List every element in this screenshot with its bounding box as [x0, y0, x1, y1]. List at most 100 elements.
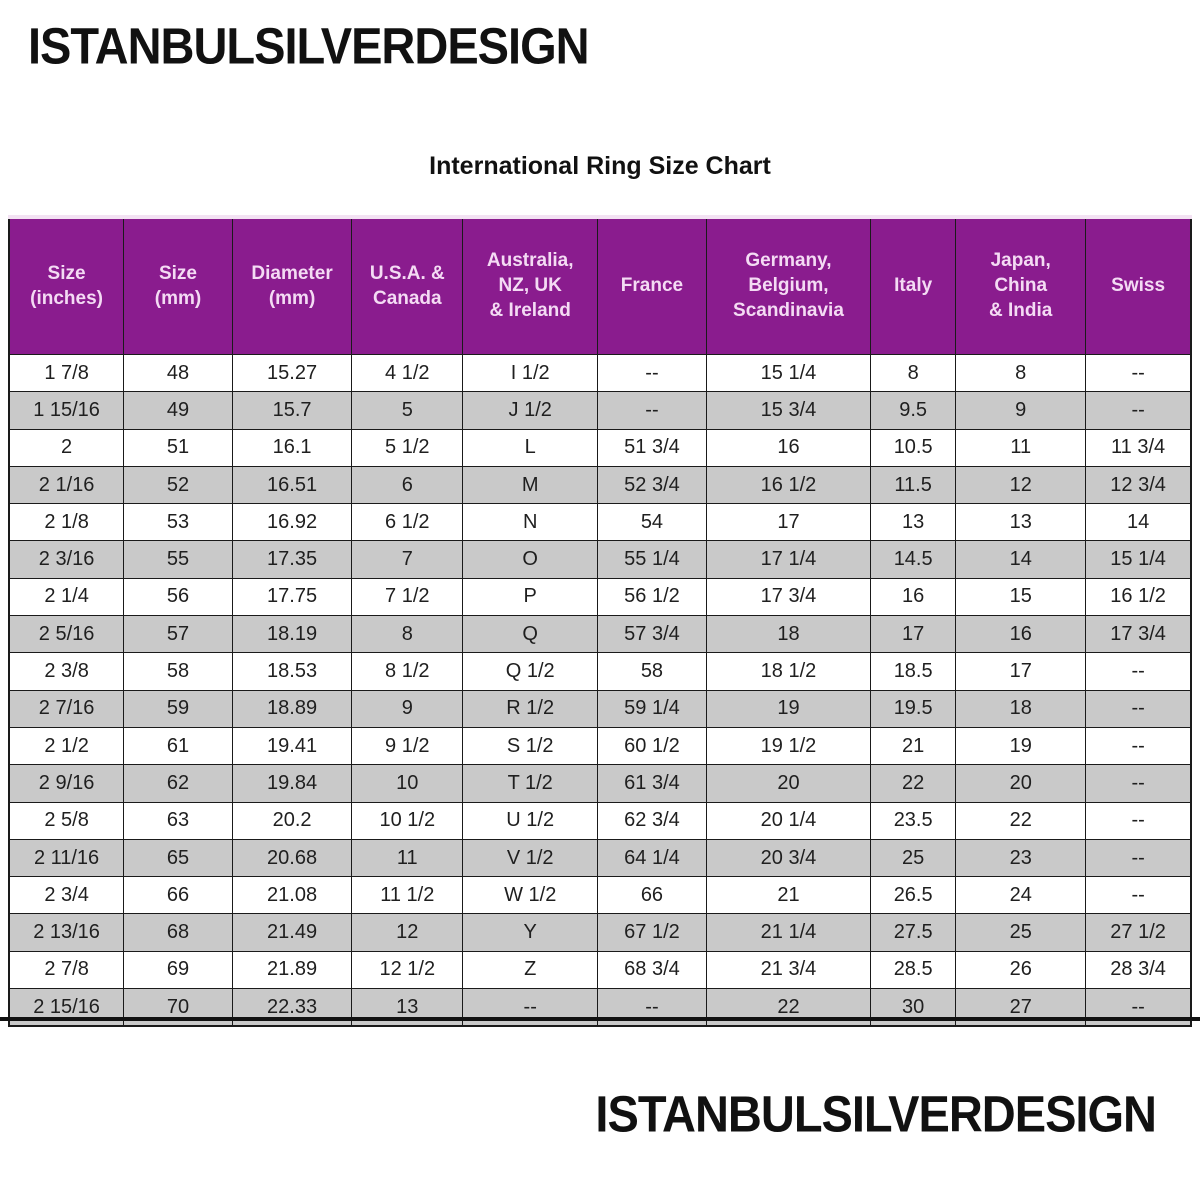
table-cell: 1 15/16: [8, 391, 125, 430]
table-cell: 55: [123, 540, 233, 579]
table-cell: 18.89: [231, 689, 353, 728]
table-row: 2 3/8 58 18.53 8 1/2 Q 1/2 58 18 1/2 18.5 17 --: [8, 652, 1192, 691]
table-cell: 21.49: [231, 913, 353, 952]
table-cell: 17.35: [231, 540, 353, 579]
table-cell: 14: [1085, 503, 1192, 542]
table-cell: 52 3/4: [597, 465, 707, 505]
table-cell: --: [597, 391, 707, 430]
table-header-row: Size (inches) Size (mm) Diameter (mm) U.S.A…: [8, 216, 1192, 355]
table-cell: 11: [955, 428, 1087, 467]
table-body: 1 7/8 48 15.27 4 1/2 I 1/2 -- 15 1/4 8 8 -- 1 15/1…: [8, 353, 1192, 1027]
table-cell: 8: [870, 353, 957, 393]
table-cell: V 1/2: [462, 838, 599, 878]
table-cell: 65: [123, 838, 233, 878]
table-row: 1 15/16 49 15.7 5 J 1/2 -- 15 3/4 9.5 9 --: [8, 391, 1192, 430]
table-cell: 16 1/2: [705, 465, 872, 505]
column-header: Size (inches): [8, 216, 125, 355]
table-cell: 62: [123, 764, 233, 803]
table-cell: 49: [123, 391, 233, 430]
table-cell: 11 3/4: [1085, 428, 1192, 467]
table-row: 2 13/16 68 21.49 12 Y 67 1/2 21 1/4 27.5 25 27 1/…: [8, 913, 1192, 952]
table-cell: 66: [597, 876, 707, 915]
table-cell: 26.5: [870, 876, 957, 915]
table-cell: 57 3/4: [597, 615, 707, 654]
table-cell: --: [1085, 391, 1192, 430]
table-cell: I 1/2: [462, 353, 599, 393]
table-cell: 17 1/4: [705, 540, 872, 579]
table-cell: 15 1/4: [1085, 540, 1192, 579]
table-cell: 55 1/4: [597, 540, 707, 579]
chart-title: International Ring Size Chart: [429, 152, 771, 180]
table-cell: 6: [351, 465, 464, 505]
table-cell: 21: [870, 726, 957, 766]
table-cell: 23.5: [870, 801, 957, 840]
table-cell: 19.41: [231, 726, 353, 766]
table-header: Size (inches) Size (mm) Diameter (mm) U.S.A…: [8, 216, 1192, 355]
table-cell: 19: [955, 726, 1087, 766]
table-row: 2 5/16 57 18.19 8 Q 57 3/4 18 17 16 17 3/4: [8, 615, 1192, 654]
table-cell: 5: [351, 391, 464, 430]
table-cell: 61 3/4: [597, 764, 707, 803]
table-cell: 16: [870, 577, 957, 617]
table-cell: 64 1/4: [597, 838, 707, 878]
table-cell: 15.7: [231, 391, 353, 430]
table-cell: 13: [870, 503, 957, 542]
table-cell: 51 3/4: [597, 428, 707, 467]
table-cell: 18.53: [231, 652, 353, 691]
table-cell: 2 13/16: [8, 913, 125, 952]
table-cell: R 1/2: [462, 689, 599, 728]
table-cell: 6 1/2: [351, 503, 464, 542]
column-header: Size (mm): [123, 216, 233, 355]
table-cell: 16 1/2: [1085, 577, 1192, 617]
table-cell: 48: [123, 353, 233, 393]
table-cell: 16: [705, 428, 872, 467]
table-cell: 22: [870, 764, 957, 803]
table-cell: 51: [123, 428, 233, 467]
table-cell: O: [462, 540, 599, 579]
table-cell: 10 1/2: [351, 801, 464, 840]
table-cell: 12: [955, 465, 1087, 505]
table-cell: 21 1/4: [705, 913, 872, 952]
table-cell: 2 9/16: [8, 764, 125, 803]
table-row: 2 51 16.1 5 1/2 L 51 3/4 16 10.5 11 11 3/4: [8, 428, 1192, 467]
table-cell: 63: [123, 801, 233, 840]
table-cell: 18 1/2: [705, 652, 872, 691]
table-cell: 59: [123, 689, 233, 728]
table-row: 2 3/4 66 21.08 11 1/2 W 1/2 66 21 26.5 24 --: [8, 876, 1192, 915]
table-cell: 59 1/4: [597, 689, 707, 728]
table-cell: 9: [955, 391, 1087, 430]
table-cell: 2 7/8: [8, 950, 125, 990]
table-row: 2 1/4 56 17.75 7 1/2 P 56 1/2 17 3/4 16 15 16 1/2: [8, 577, 1192, 617]
table-cell: 68: [123, 913, 233, 952]
table-cell: 11: [351, 838, 464, 878]
table-cell: 15.27: [231, 353, 353, 393]
table-cell: 19 1/2: [705, 726, 872, 766]
table-cell: 25: [870, 838, 957, 878]
table-cell: T 1/2: [462, 764, 599, 803]
table-row: 2 3/16 55 17.35 7 O 55 1/4 17 1/4 14.5 14 15 1/4: [8, 540, 1192, 579]
table-row: 2 5/8 63 20.2 10 1/2 U 1/2 62 3/4 20 1/4 23.5 22…: [8, 801, 1192, 840]
table-cell: 2 3/8: [8, 652, 125, 691]
table-cell: Q: [462, 615, 599, 654]
table-cell: 17 3/4: [1085, 615, 1192, 654]
table-cell: 12 1/2: [351, 950, 464, 990]
table-cell: 20: [955, 764, 1087, 803]
table-cell: 12: [351, 913, 464, 952]
table-cell: 9: [351, 689, 464, 728]
table-cell: 2 3/4: [8, 876, 125, 915]
brand-wordmark-top: ISTANBULSILVERDESIGN: [28, 17, 590, 75]
table-cell: Y: [462, 913, 599, 952]
table-cell: P: [462, 577, 599, 617]
table-cell: N: [462, 503, 599, 542]
column-header: Japan, China & India: [955, 216, 1087, 355]
table-cell: 17: [870, 615, 957, 654]
table-cell: 5 1/2: [351, 428, 464, 467]
table-cell: --: [1085, 353, 1192, 393]
table-cell: 18.5: [870, 652, 957, 691]
table-cell: 22: [955, 801, 1087, 840]
table-cell: 14: [955, 540, 1087, 579]
table-cell: 10: [351, 764, 464, 803]
table-cell: 13: [955, 503, 1087, 542]
table-cell: 14.5: [870, 540, 957, 579]
